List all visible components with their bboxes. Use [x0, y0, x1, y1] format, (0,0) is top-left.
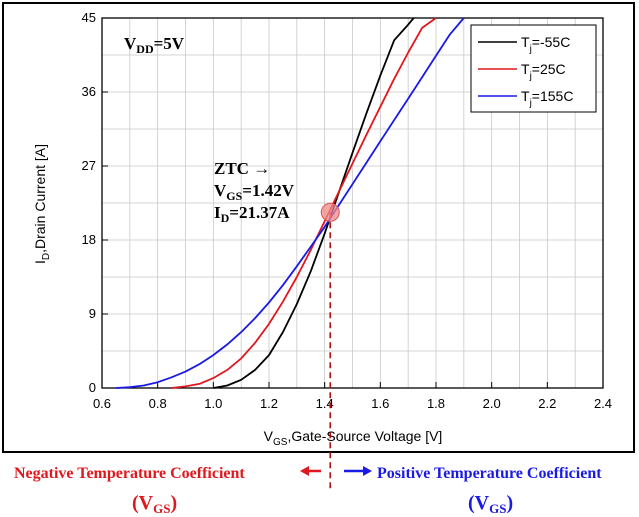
legend-label-155: Tj=155C — [521, 88, 573, 109]
ztc-label: ZTC → — [214, 159, 270, 178]
x-tick-label: 1.8 — [427, 396, 445, 411]
series-line-2 — [115, 17, 465, 389]
legend: Tj=-55C Tj=25C Tj=155C — [470, 24, 597, 113]
x-tick-label: 1.4 — [316, 396, 334, 411]
legend-label-minus55: Tj=-55C — [521, 34, 570, 55]
vdd-annotation: VDD=5V — [124, 34, 185, 56]
positive-vgs-symbol: (VGS) — [468, 492, 513, 516]
figure-frame — [2, 2, 635, 453]
ztc-vgs-label: VGS=1.42V — [214, 181, 295, 203]
y-tick-label: 9 — [89, 306, 96, 321]
axis-ticks: 0.6 0.8 1.0 1.2 1.4 1.6 1.8 2.0 2.2 2.4 0 9 18 27 36 45 — [82, 10, 613, 411]
y-tick-label: 18 — [82, 232, 96, 247]
x-tick-label: 2.0 — [483, 396, 501, 411]
ztc-point-marker — [320, 202, 340, 222]
ztc-id-label: ID=21.37A — [214, 203, 290, 225]
legend-label-25: Tj=25C — [521, 61, 566, 82]
x-axis-label: VGS,Gate-Source Voltage [V] — [264, 428, 443, 448]
x-tick-label: 1.2 — [260, 396, 278, 411]
y-tick-label: 0 — [89, 380, 96, 395]
x-tick-label: 1.0 — [204, 396, 222, 411]
x-tick-label: 0.8 — [149, 396, 167, 411]
negative-coefficient-label: Negative Temperature Coefficient — [14, 465, 245, 482]
positive-arrowhead-icon — [363, 466, 372, 476]
y-axis-label: ID,Drain Current [A] — [32, 144, 52, 264]
x-tick-label: 0.6 — [93, 396, 111, 411]
series-line-1 — [171, 17, 437, 389]
plot-area-border — [101, 17, 604, 389]
series-line-0 — [213, 17, 415, 389]
y-tick-label: 27 — [82, 158, 96, 173]
x-tick-label: 2.4 — [594, 396, 612, 411]
y-tick-label: 45 — [82, 10, 96, 25]
positive-coefficient-label: Positive Temperature Coefficient — [377, 465, 602, 482]
negative-arrowhead-icon — [300, 466, 309, 476]
series-lines — [115, 17, 465, 389]
negative-vgs-symbol: (VGS) — [132, 492, 177, 516]
x-tick-label: 1.6 — [371, 396, 389, 411]
y-tick-label: 36 — [82, 84, 96, 99]
x-tick-label: 2.2 — [538, 396, 556, 411]
